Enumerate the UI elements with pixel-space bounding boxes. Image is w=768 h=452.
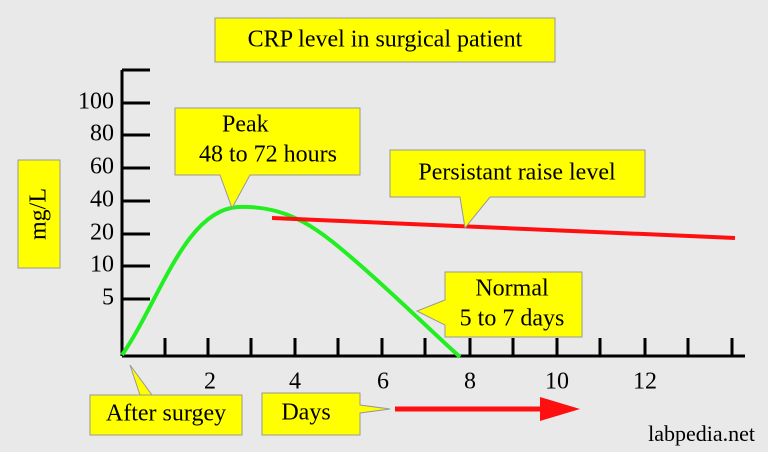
callout-text: Peak	[222, 112, 269, 138]
x-tick-label: 2	[204, 369, 216, 395]
y-axis-label: mg/L	[26, 188, 52, 240]
x-tick-label: 10	[545, 369, 569, 395]
after-surgery-callout	[89, 364, 243, 436]
y-label-box	[17, 159, 61, 269]
persistent-line	[271, 216, 736, 240]
x-tick-label: 12	[633, 369, 657, 395]
days-box	[261, 392, 391, 436]
time-arrowhead	[540, 397, 580, 421]
title-box	[214, 17, 556, 63]
y-tick-label: 10	[90, 252, 114, 278]
x-tick-label: 4	[289, 369, 301, 395]
x-tick-label: 8	[464, 369, 476, 395]
axes	[120, 68, 745, 358]
y-tick-label: 80	[90, 121, 114, 147]
watermark: labpedia.net	[648, 421, 755, 446]
x-tick-label: 6	[377, 369, 389, 395]
callout-text: Normal	[475, 276, 549, 302]
persistent-callout	[389, 149, 646, 230]
normal-curve	[120, 204, 462, 359]
y-tick-label: 100	[78, 89, 114, 115]
callout-text: Persistant raise level	[418, 160, 616, 186]
y-tick-label: 60	[90, 154, 114, 180]
callout-text: 5 to 7 days	[460, 306, 565, 332]
callout-text: 48 to 72 hours	[199, 142, 337, 168]
normal-callout	[415, 271, 583, 338]
x-axis-label: Days	[281, 400, 330, 426]
callout-text: After surgey	[106, 401, 226, 427]
title: CRP level in surgical patient	[248, 27, 523, 53]
peak-callout	[174, 107, 361, 210]
y-tick-label: 5	[102, 285, 114, 311]
y-tick-label: 40	[90, 187, 114, 213]
y-tick-label: 20	[90, 220, 114, 246]
